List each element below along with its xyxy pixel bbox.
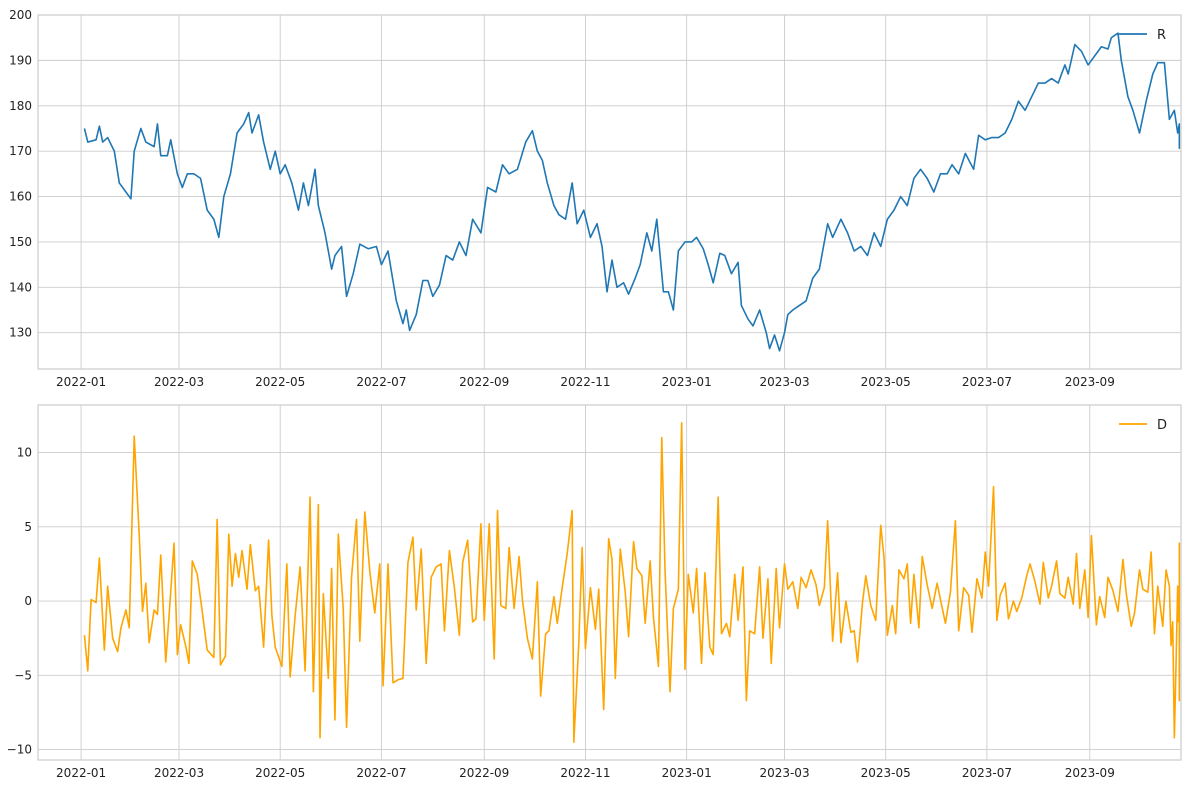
x-tick-label: 2022-11 [560, 375, 610, 389]
y-tick-label: −5 [14, 668, 32, 682]
x-tick-label: 2022-01 [56, 375, 106, 389]
x-tick-label: 2022-07 [356, 375, 406, 389]
x-tick-label: 2022-07 [356, 766, 406, 780]
legend-label: D [1157, 418, 1167, 433]
chart-panel-d: −10 −5 0 5 10 2022-01 2022-03 2022-05 2022-07 202… [7, 405, 1181, 780]
y-tick-label: 180 [9, 99, 32, 113]
x-tick-label: 2022-03 [154, 375, 204, 389]
x-tick-label: 2023-03 [759, 375, 809, 389]
x-tick-label: 2023-03 [759, 766, 809, 780]
y-tick-label: 190 [9, 53, 32, 67]
x-tick-label: 2023-07 [962, 375, 1012, 389]
plot-area [38, 15, 1181, 369]
y-tick-label: 170 [9, 144, 32, 158]
x-tick-label: 2022-01 [56, 766, 106, 780]
y-tick-label: 130 [9, 326, 32, 340]
x-tick-label: 2023-07 [962, 766, 1012, 780]
x-tick-label: 2022-05 [255, 375, 305, 389]
x-tick-label: 2023-09 [1065, 766, 1115, 780]
x-tick-label: 2022-11 [560, 766, 610, 780]
y-tick-label: 10 [17, 446, 32, 460]
plot-area [38, 405, 1181, 760]
x-tick-label: 2022-05 [255, 766, 305, 780]
x-tick-label: 2022-03 [154, 766, 204, 780]
y-tick-label: 5 [24, 520, 32, 534]
y-tick-label: −10 [7, 743, 32, 757]
x-tick-label: 2022-09 [459, 766, 509, 780]
x-tick-label: 2023-05 [861, 375, 911, 389]
y-tick-label: 200 [9, 8, 32, 22]
y-tick-label: 0 [24, 594, 32, 608]
y-tick-label: 160 [9, 190, 32, 204]
x-tick-label: 2023-05 [861, 766, 911, 780]
x-tick-label: 2023-01 [662, 375, 712, 389]
legend-label: R [1157, 28, 1166, 43]
x-tick-label: 2023-09 [1065, 375, 1115, 389]
chart-panel-r: 130 140 150 160 170 180 190 200 2022-01 2022-03 20… [9, 8, 1181, 389]
y-tick-label: 150 [9, 235, 32, 249]
x-tick-label: 2023-01 [662, 766, 712, 780]
x-tick-label: 2022-09 [459, 375, 509, 389]
y-tick-label: 140 [9, 280, 32, 294]
